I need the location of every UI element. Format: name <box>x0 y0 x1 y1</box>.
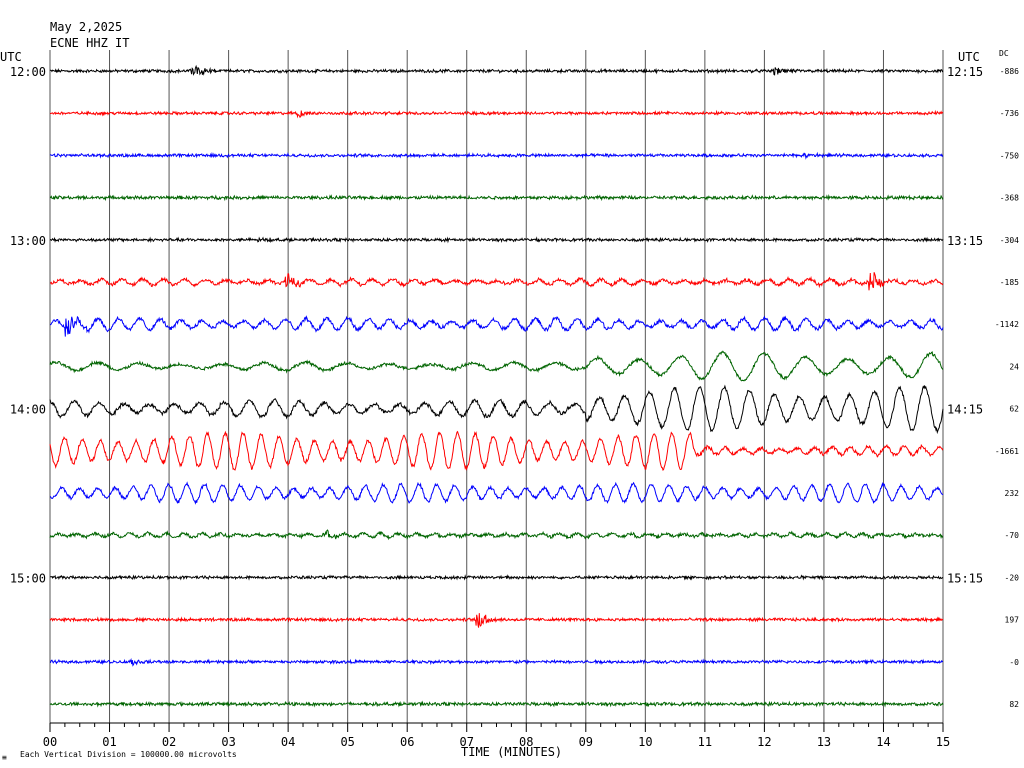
trace-line <box>49 109 944 119</box>
dc-offset-label: 62 <box>1009 405 1019 414</box>
x-tick-label: 05 <box>340 735 354 749</box>
logo-mark: ≡ <box>2 753 7 762</box>
scale-note: Each Vertical Division = 100000.00 micro… <box>20 750 237 759</box>
x-tick-label: 06 <box>400 735 414 749</box>
trace-line <box>50 236 944 244</box>
dc-offset-label: -368 <box>1000 194 1019 203</box>
trace-line <box>49 384 944 435</box>
trace-line <box>49 193 944 202</box>
x-tick-label: 10 <box>638 735 652 749</box>
dc-offset-label: -886 <box>1000 67 1019 76</box>
left-time-label: 15:00 <box>10 571 46 585</box>
dc-offset-label: -0 <box>1009 658 1019 667</box>
x-tick-label: 12 <box>757 735 771 749</box>
x-tick-label: 13 <box>817 735 831 749</box>
dc-offset-label: 82 <box>1009 700 1019 709</box>
x-tick-label: 08 <box>519 735 533 749</box>
x-tick-label: 14 <box>876 735 890 749</box>
trace-line <box>49 529 944 541</box>
right-axis-title: UTC <box>958 50 980 64</box>
station-label: ECNE HHZ IT <box>50 36 130 50</box>
x-tick-label: 03 <box>221 735 235 749</box>
left-time-label: 14:00 <box>10 403 46 417</box>
right-time-label: 12:15 <box>947 65 983 79</box>
x-tick-label: 07 <box>460 735 474 749</box>
dc-offset-label: -750 <box>1000 151 1019 160</box>
trace-line <box>49 574 944 581</box>
dc-offset-label: -20 <box>1005 573 1020 582</box>
trace-line <box>49 315 944 337</box>
right-time-label: 13:15 <box>947 234 983 248</box>
dc-offset-label: -1661 <box>995 447 1019 456</box>
right-time-label: 14:15 <box>947 403 983 417</box>
right-time-label: 15:15 <box>947 571 983 585</box>
x-axis-title: TIME (MINUTES) <box>461 745 563 759</box>
trace-line <box>49 151 944 160</box>
trace-line <box>49 350 944 382</box>
x-tick-label: 11 <box>698 735 712 749</box>
x-tick-label: 02 <box>162 735 176 749</box>
trace-line <box>49 272 944 291</box>
dc-title: DC <box>999 49 1009 58</box>
dc-offset-label: -70 <box>1005 531 1020 540</box>
dc-offset-label: -185 <box>1000 278 1019 287</box>
dc-offset-label: -736 <box>1000 109 1019 118</box>
left-time-label: 13:00 <box>10 234 46 248</box>
left-time-label: 12:00 <box>10 65 46 79</box>
trace-line <box>49 613 944 628</box>
dc-offset-label: -1142 <box>995 320 1019 329</box>
dc-offset-label: 232 <box>1005 489 1020 498</box>
trace-line <box>49 658 944 667</box>
trace-line <box>49 430 944 472</box>
x-tick-label: 04 <box>281 735 295 749</box>
dc-offset-label: -304 <box>1000 236 1019 245</box>
left-axis-title: UTC <box>0 50 22 64</box>
date-label: May 2,2025 <box>50 20 123 34</box>
x-tick-label: 09 <box>579 735 593 749</box>
dc-offset-label: 197 <box>1005 616 1020 625</box>
x-tick-label: 00 <box>43 735 57 749</box>
trace-line <box>49 700 944 708</box>
trace-line <box>49 64 944 76</box>
x-tick-label: 15 <box>936 735 950 749</box>
dc-offset-label: 24 <box>1009 362 1019 371</box>
trace-line <box>49 481 944 505</box>
x-tick-label: 01 <box>102 735 116 749</box>
